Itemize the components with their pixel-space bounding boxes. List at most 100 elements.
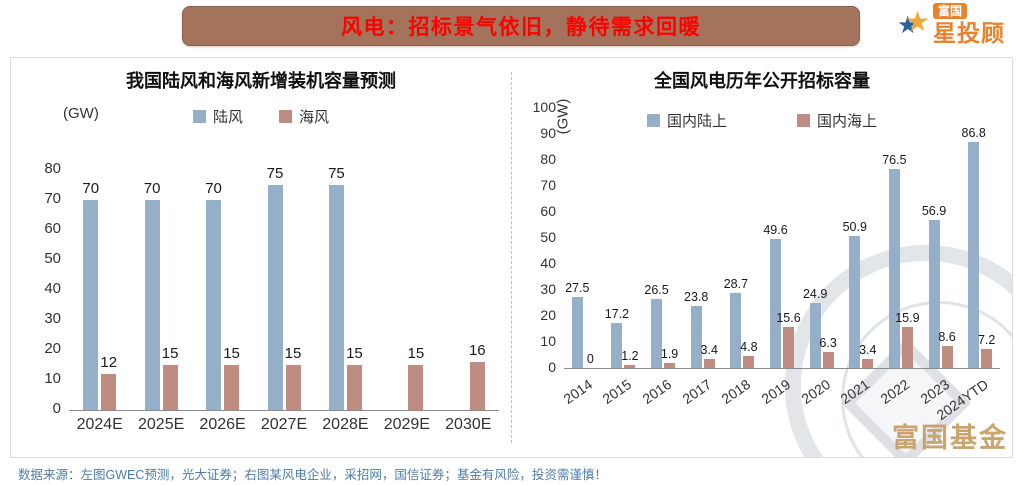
bar-value-label: 15 — [346, 345, 363, 362]
y-tick-label: 30 — [44, 310, 61, 328]
x-axis-label: 2026E — [199, 416, 246, 433]
y-tick-label: 80 — [540, 150, 556, 167]
bar-offshore-2026E — [224, 365, 240, 410]
bar-offshore-2020 — [822, 351, 834, 368]
y-tick-label: 40 — [540, 254, 556, 271]
bar-value-label: 70 — [143, 180, 161, 197]
legend-item-onshore: 陆风 — [192, 106, 243, 127]
bar-onshore-2026E — [206, 200, 222, 410]
y-tick-label: 30 — [540, 280, 556, 297]
chart-title: 全国风电历年公开招标容量 — [654, 71, 870, 91]
bar-onshore-2014 — [571, 296, 583, 368]
bar-value-label: 15 — [284, 345, 302, 362]
y-tick-label: 90 — [540, 124, 556, 141]
x-axis-label: 2025E — [138, 416, 185, 433]
legend-label-offshore: 海风 — [299, 109, 330, 126]
chart-bidding-capacity: 全国风电历年公开招标容量 (GW) 国内陆上 国内海上 0 10 20 30 40 50 6… — [512, 58, 1012, 457]
bar-value-label: 17.2 — [604, 307, 630, 322]
bar-value-label: 1.9 — [660, 347, 679, 362]
bar-value-label: 86.8 — [961, 126, 986, 141]
bar-offshore-2021 — [862, 359, 874, 368]
bar-offshore-2016 — [664, 363, 676, 368]
bar-value-label: 16 — [468, 342, 486, 359]
bar-offshore-2023 — [941, 345, 953, 368]
legend-label-onshore: 陆风 — [212, 109, 243, 126]
y-tick-label: 70 — [540, 176, 556, 193]
bar-value-label: 23.8 — [684, 290, 709, 305]
bar-value-label: 15 — [161, 345, 179, 362]
bar-onshore-2018 — [730, 293, 742, 368]
bar-value-label: 76.5 — [882, 153, 907, 168]
y-axis-unit-label: (GW) — [63, 105, 99, 122]
bar-offshore-2028E — [346, 365, 362, 410]
y-tick-label: 50 — [44, 250, 61, 268]
page-title: 风电：招标景气依旧，静待需求回暖 — [341, 16, 701, 39]
chart-divider — [511, 72, 512, 443]
legend-item-offshore: 海风 — [279, 106, 329, 127]
y-tick-label: 80 — [44, 160, 61, 178]
star-icon: ★ ★ — [897, 3, 933, 45]
x-axis-label: 2024E — [76, 416, 123, 433]
data-source-note: 数据来源：左图GWEC预测，光大证券；右图某风电企业，采招网，国信证券；基金有风… — [18, 468, 607, 482]
y-tick-label: 70 — [44, 190, 61, 208]
y-tick-label: 40 — [44, 280, 61, 298]
bar-offshore-2024YTD — [981, 349, 993, 368]
x-axis-label: 2029E — [383, 416, 430, 433]
bar-offshore-2030E — [469, 362, 485, 410]
bar-onshore-2023 — [928, 220, 940, 368]
bar-value-label: 49.6 — [763, 223, 788, 238]
bar-value-label: 56.9 — [921, 204, 947, 219]
legend-item-onshore: 国内陆上 — [646, 110, 727, 131]
y-tick-label: 0 — [548, 358, 556, 375]
y-tick-label: 50 — [540, 228, 556, 245]
bar-value-label: 3.4 — [859, 343, 877, 358]
bar-value-label: 3.4 — [700, 343, 718, 358]
charts-frame: 我国陆风和海风新增装机容量预测 (GW) 陆风 海风 0 10 20 30 40 50 60… — [10, 57, 1013, 458]
y-tick-label: 10 — [44, 370, 61, 388]
bar-onshore-2016 — [651, 299, 663, 368]
plot-area: 0 10 20 30 40 50 60 70 80 90 100 27.5 17.2 26.5 23.8 28… — [533, 99, 1000, 375]
bar-onshore-2019 — [770, 239, 781, 368]
bar-value-label: 7.2 — [977, 333, 996, 348]
legend-swatch-offshore — [279, 110, 292, 123]
plot-area: 0 10 20 30 40 50 60 70 80 70 70 70 75 75 12 15 15 15 15 15 1… — [44, 160, 499, 417]
bar-value-label: 27.5 — [565, 280, 590, 295]
bar-value-label: 26.5 — [644, 283, 669, 298]
bar-value-label: 4.8 — [740, 339, 758, 354]
bar-offshore-2025E — [162, 365, 178, 410]
star-icon-gold-layer: ★ — [905, 6, 931, 37]
bar-onshore-2015 — [611, 323, 623, 368]
bar-value-label: 15.9 — [895, 310, 920, 325]
bar-onshore-2025E — [144, 200, 160, 410]
bar-offshore-2017 — [703, 359, 715, 368]
bar-offshore-2015 — [624, 364, 636, 368]
bar-onshore-2022 — [888, 169, 900, 368]
chart-title: 我国陆风和海风新增装机容量预测 — [126, 71, 396, 91]
bar-offshore-2022 — [901, 326, 913, 368]
bar-value-label: 28.7 — [723, 277, 749, 292]
bar-offshore-2018 — [743, 355, 755, 368]
x-axis-label: 2028E — [322, 416, 369, 433]
star-icon-blue-layer: ★ — [897, 12, 919, 39]
bar-value-label: 0 — [586, 352, 594, 366]
bar-value-label: 50.9 — [842, 219, 867, 234]
bar-onshore-2017 — [690, 306, 702, 368]
bar-value-label: 15 — [223, 345, 240, 362]
y-tick-label: 60 — [44, 220, 61, 238]
bar-value-label: 6.3 — [819, 335, 837, 350]
bar-value-label: 70 — [205, 180, 222, 197]
chart-capacity-forecast: 我国陆风和海风新增装机容量预测 (GW) 陆风 海风 0 10 20 30 40 50 60… — [11, 58, 511, 457]
y-tick-label: 0 — [52, 400, 61, 418]
bar-onshore-2027E — [267, 185, 283, 410]
bar-onshore-2028E — [328, 185, 344, 410]
legend-item-offshore: 国内海上 — [797, 110, 877, 131]
bar-value-label: 12 — [100, 354, 118, 371]
chart-legend: 国内陆上 国内海上 — [512, 110, 1012, 131]
x-axis-label: 2027E — [260, 416, 308, 433]
y-tick-label: 10 — [540, 332, 556, 349]
legend-label-onshore: 国内陆上 — [666, 113, 727, 130]
brand-name: 星投顾 — [933, 20, 1005, 46]
bar-value-label: 75 — [266, 165, 284, 182]
legend-swatch-offshore — [797, 114, 810, 127]
y-tick-label: 20 — [44, 340, 61, 358]
